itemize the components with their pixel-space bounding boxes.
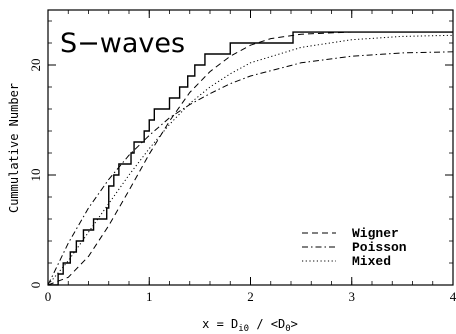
legend-wigner-label: Wigner (352, 226, 399, 241)
x-axis-label-mid: / <D (249, 317, 285, 331)
legend: Wigner Poisson Mixed (302, 226, 407, 269)
x-tick-label-1: 1 (146, 289, 153, 304)
series-line-poisson (48, 52, 453, 285)
y-tick-label-2: 20 (28, 59, 43, 72)
series-layer (48, 32, 453, 285)
y-tick-label-0: 0 (28, 282, 43, 289)
x-axis-label-sub: i0 (238, 324, 249, 334)
y-axis-label: Cummulative Number (7, 83, 21, 213)
x-axis-label-end: > (291, 317, 298, 331)
axis-ticks: 0 1 2 3 4 0 10 20 (28, 10, 456, 304)
panel-title: S−waves (60, 28, 185, 59)
x-axis-label-sub2: 0 (285, 324, 290, 334)
x-tick-label-0: 0 (45, 289, 52, 304)
series-line-data-staircase (48, 32, 453, 285)
x-tick-label-4: 4 (450, 289, 456, 304)
x-axis-label: x = Di0 / <D0> (202, 317, 298, 334)
x-tick-label-2: 2 (247, 289, 254, 304)
x-axis-label-main: x = D (202, 317, 238, 331)
legend-mixed-label: Mixed (352, 254, 391, 269)
series-line-mixed (48, 35, 453, 285)
legend-poisson-label: Poisson (352, 240, 407, 255)
x-tick-label-3: 3 (349, 289, 356, 304)
y-tick-label-1: 10 (28, 169, 43, 182)
